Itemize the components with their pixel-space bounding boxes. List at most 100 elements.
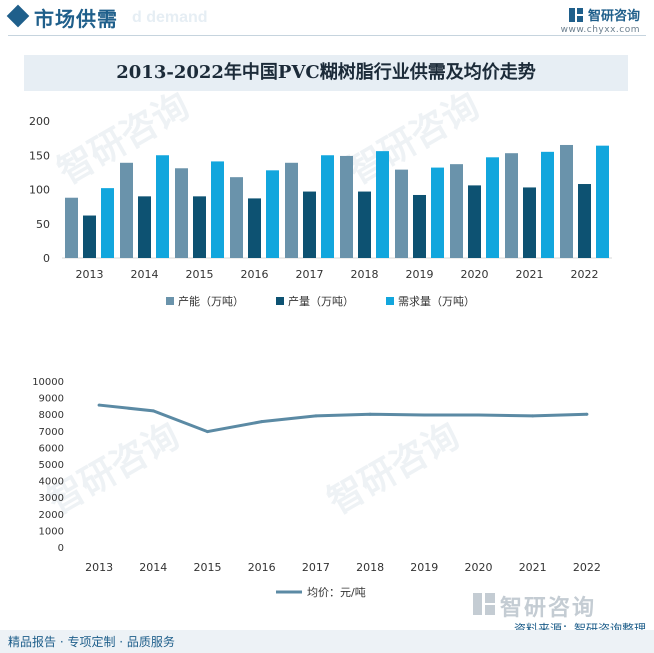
bar-demand [156,155,169,258]
brand-logo-icon [568,7,583,22]
bar-demand [486,157,499,258]
price-point [151,409,155,413]
price-point [97,403,101,407]
legend-label: 均价：元/吨 [307,586,366,599]
x-tick-label: 2016 [248,561,276,574]
brand-url: www.chyxx.com [560,25,640,35]
x-tick-label: 2014 [139,561,167,574]
bar-capacity [285,162,298,258]
y-tick-label: 200 [29,115,50,128]
y-tick-label: 0 [43,252,50,265]
legend-label: 需求量（万吨） [398,295,475,308]
x-tick-label: 2013 [76,268,104,281]
y-tick-label: 50 [36,218,50,231]
x-tick-label: 2015 [194,561,222,574]
legend-swatch [276,297,284,305]
bar-chart: 0 50 100 150 200 2013 2014 2015 2016 2017 2018 2019… [29,115,612,308]
y-tick-label: 6000 [39,443,64,454]
bar-output [193,196,206,258]
x-tick-label: 2022 [573,561,601,574]
legend-label: 产能（万吨） [178,294,244,308]
bar-output [578,184,591,258]
x-tick-label: 2017 [302,561,330,574]
ghost-subtitle: d demand [132,9,208,26]
x-tick-label: 2020 [465,561,493,574]
x-tick-label: 2018 [351,268,379,281]
y-tick-label: 150 [29,149,50,162]
y-tick-label: 4000 [39,477,64,488]
y-tick-label: 10000 [32,377,64,388]
price-point [368,412,372,416]
legend-swatch [166,297,174,305]
y-tick-label: 100 [29,184,50,197]
y-tick-label: 7000 [39,427,64,438]
bar-demand [541,151,554,258]
footer-logo-icon [473,593,495,615]
price-point [585,412,589,416]
x-tick-label: 2017 [296,268,324,281]
bar-output [413,194,426,258]
bar-output [248,198,261,258]
bar-capacity [175,168,188,258]
bar-capacity [450,164,463,258]
x-tick-label: 2021 [516,268,544,281]
x-tick-label: 2018 [356,561,384,574]
chart-title: 2013-2022年中国PVC糊树脂行业供需及均价走势 [116,62,536,83]
bar-demand [211,161,224,258]
bar-demand [101,188,114,258]
legend-label: 产量（万吨） [288,294,354,308]
bar-capacity [340,155,353,258]
price-point [260,420,264,424]
x-tick-label: 2015 [186,268,214,281]
x-tick-label: 2014 [131,268,159,281]
bar-demand [431,167,444,258]
bar-capacity [65,197,78,258]
footer-logo-text: 智研咨询 [500,596,597,621]
bar-output [358,191,371,258]
y-tick-label: 9000 [39,394,64,405]
bar-capacity [505,153,518,258]
brand: 智研咨询 www.chyxx.com [561,4,640,35]
y-tick-label: 1000 [39,526,64,537]
bar-capacity [230,177,243,258]
price-line [98,403,587,434]
y-tick-label: 8000 [39,410,64,421]
bar-capacity [560,144,573,258]
header-divider [8,35,646,36]
chart-title-box: 2013-2022年中国PVC糊树脂行业供需及均价走势 [24,55,628,91]
bar-demand [376,151,389,258]
y-tick-label: 5000 [39,460,64,471]
line-chart: 0 1000 2000 3000 4000 5000 6000 7000 8000 9000 100… [32,377,601,599]
section-title: 市场供需 [34,7,118,31]
bar-demand [596,145,609,258]
bar-output [523,187,536,258]
x-tick-label: 2019 [406,268,434,281]
footer-tagline: 精品报告 · 专项定制 · 品质服务 [8,635,175,649]
bar-demand [266,170,279,258]
x-tick-label: 2019 [410,561,438,574]
bar-output [468,185,481,258]
bar-capacity [395,169,408,258]
header: 市场供需 d demand 智研咨询 www.chyxx.com [0,0,654,35]
x-tick-label: 2016 [241,268,269,281]
bar-capacity [120,162,133,258]
bar-output [303,191,316,258]
x-tick-label: 2013 [85,561,113,574]
footer-bar [0,630,654,653]
price-point [206,430,209,434]
y-tick-label: 3000 [39,493,64,504]
diamond-icon [6,4,30,28]
price-point [531,414,535,418]
price-point [314,414,318,418]
price-point [477,413,480,417]
bar-output [83,215,96,258]
brand-name: 智研咨询 [587,9,640,24]
bar-output [138,196,151,258]
x-tick-label: 2020 [461,268,489,281]
x-tick-label: 2021 [519,561,547,574]
bar-demand [321,155,334,258]
y-tick-label: 0 [58,543,64,554]
x-tick-label: 2022 [571,268,599,281]
legend-swatch [386,297,394,305]
y-tick-label: 2000 [39,510,64,521]
